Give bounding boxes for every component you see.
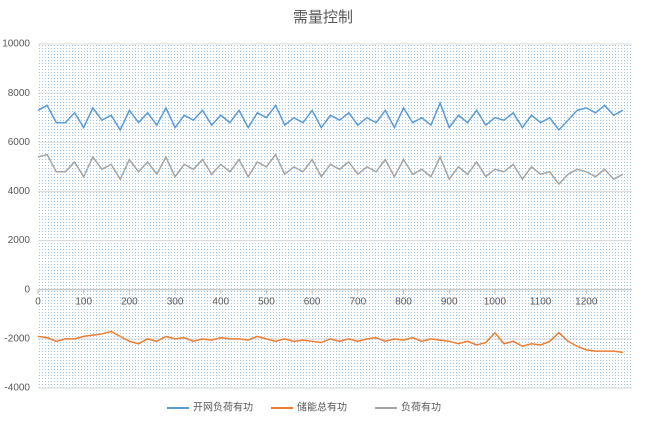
x-tick-label: 100 xyxy=(75,296,92,307)
y-tick-label: 6000 xyxy=(8,137,31,148)
y-tick-label: 4000 xyxy=(8,186,31,197)
y-tick-label: 2000 xyxy=(8,235,31,246)
series-line xyxy=(37,153,624,186)
x-tick-label: 400 xyxy=(212,296,229,307)
x-tick-label: 0 xyxy=(35,296,41,307)
x-tick-label: 800 xyxy=(395,296,412,307)
x-tick-label: 300 xyxy=(167,296,184,307)
y-tick-label: -4000 xyxy=(4,383,30,394)
y-tick-label: 8000 xyxy=(8,88,31,99)
x-tick-label: 1200 xyxy=(575,296,598,307)
chart-title: 需量控制 xyxy=(293,9,353,26)
legend-label: 开网负荷有功 xyxy=(193,401,253,414)
x-tick-label: 700 xyxy=(350,296,367,307)
y-tick-label: 0 xyxy=(24,284,30,295)
x-tick-label: 1000 xyxy=(484,296,507,307)
x-tick-label: 200 xyxy=(121,296,138,307)
legend-label: 储能总有功 xyxy=(297,401,347,414)
plot-area xyxy=(38,44,632,388)
x-tick-label: 600 xyxy=(304,296,321,307)
y-tick-label: -2000 xyxy=(4,333,30,344)
legend-label: 负荷有功 xyxy=(401,401,441,414)
x-tick-label: 900 xyxy=(441,296,458,307)
series-line xyxy=(37,100,624,132)
series-line xyxy=(37,330,623,354)
x-tick-label: 500 xyxy=(258,296,275,307)
y-tick-label: 10000 xyxy=(2,39,30,50)
x-tick-label: 1100 xyxy=(530,296,552,307)
